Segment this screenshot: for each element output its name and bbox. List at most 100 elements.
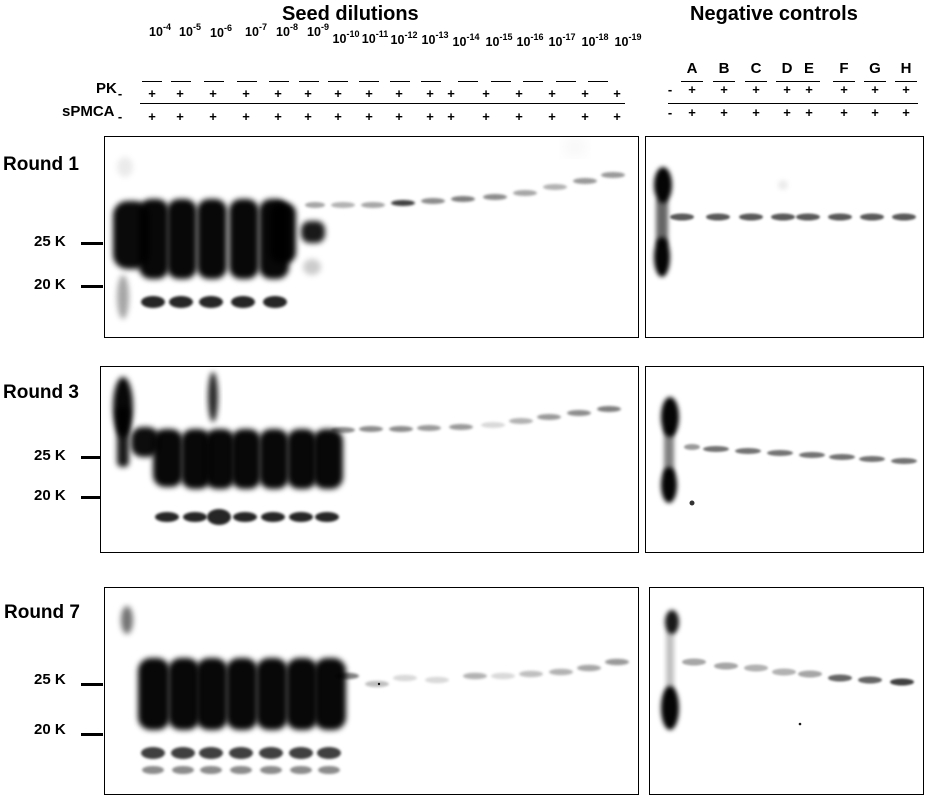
- seed-lower-band: [289, 747, 313, 759]
- seed-blot-round-7-image: [121, 606, 629, 774]
- dilution-label: 10-17: [549, 32, 576, 49]
- seed-lowest-band: [230, 766, 252, 774]
- lane-bar: [328, 81, 348, 82]
- speck: [689, 500, 695, 506]
- lane-bar: [204, 81, 224, 82]
- spmca-plus-sign: +: [805, 105, 813, 120]
- control-band: [703, 446, 729, 452]
- marker-lane: [654, 167, 672, 203]
- dilution-exponent: -11: [375, 29, 389, 39]
- marker-lane: [664, 427, 674, 477]
- seed-band: [181, 429, 211, 489]
- pk-plus-sign: +: [334, 86, 342, 101]
- control-band: [706, 213, 730, 221]
- seed-faint-band: [421, 198, 445, 204]
- seed-band: [226, 658, 258, 730]
- marker-20k-label: 20 K: [34, 276, 66, 293]
- seed-lowest-band: [260, 766, 282, 774]
- pk-plus-sign: +: [752, 82, 760, 97]
- lane-bar: [556, 81, 576, 82]
- dilution-exponent: -6: [223, 23, 232, 33]
- seed-faint-band: [483, 194, 507, 200]
- pk-plus-sign: +: [515, 86, 523, 101]
- seed-band: [259, 429, 289, 489]
- control-blot-round-3-image: [661, 397, 917, 506]
- spmca-plus-sign: +: [581, 109, 589, 124]
- seed-lowest-band: [142, 766, 164, 774]
- spmca-plus-sign: +: [209, 109, 217, 124]
- dilution-exponent: -18: [595, 32, 609, 42]
- dilution-label: 10-9: [307, 22, 329, 39]
- pk-minus-sign: -: [117, 86, 123, 101]
- seed-lower-band: [199, 296, 223, 308]
- spmca-plus-sign: +: [902, 105, 910, 120]
- seed-lower-band: [261, 512, 285, 522]
- dilution-label: 10-4: [149, 22, 171, 39]
- seed-lower-band: [199, 747, 223, 759]
- pk-plus-sign: +: [613, 86, 621, 101]
- lane-bar: [421, 81, 441, 82]
- seed-lowest-band: [290, 766, 312, 774]
- dilution-label: 10-8: [276, 22, 298, 39]
- control-label-b: B: [718, 60, 730, 77]
- dilution-exponent: -10: [346, 29, 360, 39]
- lane-bar: [171, 81, 191, 82]
- seed-blot-round-3: [100, 366, 639, 553]
- control-bar: [713, 81, 735, 82]
- round-7-label: Round 7: [4, 602, 80, 623]
- dilution-label: 10-7: [245, 22, 267, 39]
- seed-faint-band: [519, 670, 543, 678]
- spmca-plus-sign: +: [840, 105, 848, 120]
- spmca-plus-sign: +: [426, 109, 434, 124]
- marker-25k-tick: [81, 242, 103, 245]
- control-band: [828, 213, 852, 221]
- marker-lane: [666, 628, 674, 698]
- seed-band-10-8: [270, 203, 296, 263]
- spmca-plus-sign: +: [395, 109, 403, 124]
- seed-faint-band: [359, 426, 383, 432]
- seed-band-10-4: [131, 427, 159, 457]
- seed-band: [286, 658, 318, 730]
- seed-band: [205, 429, 235, 489]
- marker-lane: [117, 157, 133, 177]
- seed-faint-band: [305, 202, 325, 208]
- seed-faint-band: [417, 425, 441, 431]
- spmca-plus-sign: +: [176, 109, 184, 124]
- seed-band: [167, 199, 197, 279]
- spmca-plus-sign: +: [688, 105, 696, 120]
- spmca-plus-sign: +: [274, 109, 282, 124]
- dilution-exponent: -8: [289, 22, 298, 32]
- seed-lower-band: [231, 296, 255, 308]
- dilution-base: 10: [581, 35, 596, 50]
- marker-lane: [661, 686, 679, 730]
- control-band: [739, 213, 763, 221]
- seed-band-10-9-lower: [303, 259, 321, 275]
- dilution-base: 10: [452, 35, 467, 50]
- pk-plus-sign: +: [242, 86, 250, 101]
- control-band: [670, 213, 694, 221]
- seed-faint-band: [335, 672, 359, 680]
- control-bar: [776, 81, 798, 82]
- pk-plus-sign: +: [482, 86, 490, 101]
- control-label-a: A: [686, 60, 698, 77]
- spmca-plus-sign: +: [871, 105, 879, 120]
- dilution-base: 10: [421, 33, 436, 48]
- dilution-base: 10: [516, 35, 531, 50]
- control-label-h: H: [900, 60, 912, 77]
- seed-faint-band: [393, 674, 417, 682]
- lane-bar: [299, 81, 319, 82]
- seed-band: [314, 658, 346, 730]
- negative-controls-title: Negative controls: [690, 3, 858, 25]
- seed-lower-band: [183, 512, 207, 522]
- control-band: [859, 456, 885, 462]
- seed-lower-band: [169, 296, 193, 308]
- spmca-plus-sign: +: [447, 109, 455, 124]
- seed-lower-band: [289, 512, 313, 522]
- pk-row-label: PK: [96, 80, 117, 97]
- seed-lower-band: [233, 512, 257, 522]
- seed-blot-round-1: [104, 136, 639, 338]
- dilution-exponent: -12: [404, 30, 418, 40]
- pk-plus-sign: +: [447, 86, 455, 101]
- dilution-exponent: -13: [435, 30, 449, 40]
- spmca-plus-sign: +: [752, 105, 760, 120]
